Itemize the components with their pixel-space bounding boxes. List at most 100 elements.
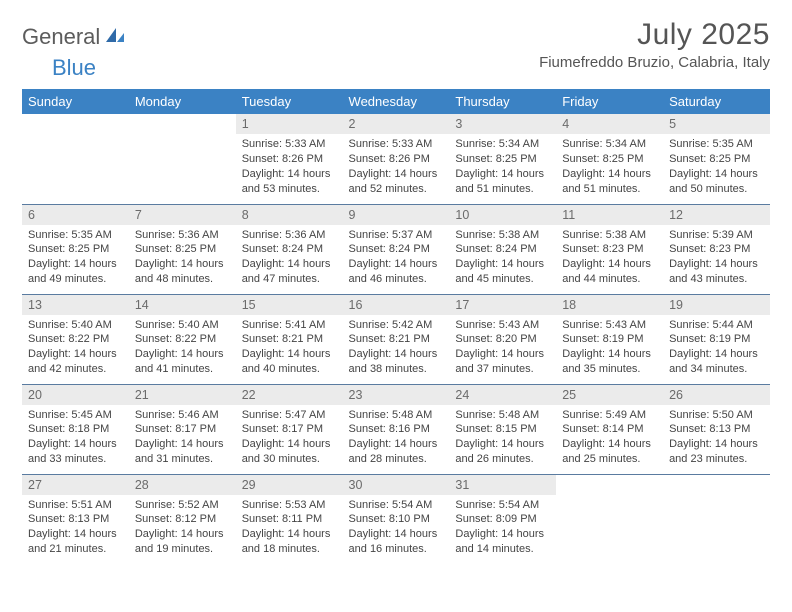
day-number: 7: [129, 205, 236, 225]
day-number: 2: [343, 114, 450, 134]
calendar-day-cell: 18Sunrise: 5:43 AMSunset: 8:19 PMDayligh…: [556, 294, 663, 384]
weekday-header: Tuesday: [236, 89, 343, 114]
calendar-day-cell: [129, 114, 236, 204]
day-data: Sunrise: 5:48 AMSunset: 8:15 PMDaylight:…: [449, 405, 556, 473]
day-data: Sunrise: 5:54 AMSunset: 8:10 PMDaylight:…: [343, 495, 450, 563]
calendar-day-cell: 15Sunrise: 5:41 AMSunset: 8:21 PMDayligh…: [236, 294, 343, 384]
calendar-week-row: 1Sunrise: 5:33 AMSunset: 8:26 PMDaylight…: [22, 114, 770, 204]
calendar-day-cell: 28Sunrise: 5:52 AMSunset: 8:12 PMDayligh…: [129, 474, 236, 564]
day-data: Sunrise: 5:33 AMSunset: 8:26 PMDaylight:…: [236, 134, 343, 202]
calendar-day-cell: 12Sunrise: 5:39 AMSunset: 8:23 PMDayligh…: [663, 204, 770, 294]
day-data: Sunrise: 5:37 AMSunset: 8:24 PMDaylight:…: [343, 225, 450, 293]
calendar-day-cell: 4Sunrise: 5:34 AMSunset: 8:25 PMDaylight…: [556, 114, 663, 204]
day-number: 26: [663, 385, 770, 405]
day-number: 18: [556, 295, 663, 315]
calendar-day-cell: 10Sunrise: 5:38 AMSunset: 8:24 PMDayligh…: [449, 204, 556, 294]
calendar-day-cell: 27Sunrise: 5:51 AMSunset: 8:13 PMDayligh…: [22, 474, 129, 564]
day-number: 28: [129, 475, 236, 495]
brand-logo: General: [22, 18, 128, 50]
day-data: Sunrise: 5:50 AMSunset: 8:13 PMDaylight:…: [663, 405, 770, 473]
day-data: Sunrise: 5:35 AMSunset: 8:25 PMDaylight:…: [663, 134, 770, 202]
day-data: Sunrise: 5:42 AMSunset: 8:21 PMDaylight:…: [343, 315, 450, 383]
day-number: 22: [236, 385, 343, 405]
calendar-day-cell: [22, 114, 129, 204]
calendar-day-cell: 1Sunrise: 5:33 AMSunset: 8:26 PMDaylight…: [236, 114, 343, 204]
calendar-week-row: 20Sunrise: 5:45 AMSunset: 8:18 PMDayligh…: [22, 384, 770, 474]
calendar-day-cell: 21Sunrise: 5:46 AMSunset: 8:17 PMDayligh…: [129, 384, 236, 474]
day-data: Sunrise: 5:48 AMSunset: 8:16 PMDaylight:…: [343, 405, 450, 473]
calendar-day-cell: 25Sunrise: 5:49 AMSunset: 8:14 PMDayligh…: [556, 384, 663, 474]
calendar-day-cell: 26Sunrise: 5:50 AMSunset: 8:13 PMDayligh…: [663, 384, 770, 474]
location-subtitle: Fiumefreddo Bruzio, Calabria, Italy: [539, 54, 770, 71]
day-data: Sunrise: 5:53 AMSunset: 8:11 PMDaylight:…: [236, 495, 343, 563]
calendar-week-row: 6Sunrise: 5:35 AMSunset: 8:25 PMDaylight…: [22, 204, 770, 294]
day-data: Sunrise: 5:39 AMSunset: 8:23 PMDaylight:…: [663, 225, 770, 293]
day-data: Sunrise: 5:45 AMSunset: 8:18 PMDaylight:…: [22, 405, 129, 473]
brand-sail-icon: [104, 26, 126, 49]
calendar-day-cell: 30Sunrise: 5:54 AMSunset: 8:10 PMDayligh…: [343, 474, 450, 564]
day-data: Sunrise: 5:34 AMSunset: 8:25 PMDaylight:…: [449, 134, 556, 202]
day-data: Sunrise: 5:40 AMSunset: 8:22 PMDaylight:…: [129, 315, 236, 383]
day-data: Sunrise: 5:36 AMSunset: 8:25 PMDaylight:…: [129, 225, 236, 293]
day-number: 9: [343, 205, 450, 225]
calendar-day-cell: 6Sunrise: 5:35 AMSunset: 8:25 PMDaylight…: [22, 204, 129, 294]
day-number: 17: [449, 295, 556, 315]
weekday-header: Friday: [556, 89, 663, 114]
month-title: July 2025: [539, 18, 770, 52]
title-block: July 2025 Fiumefreddo Bruzio, Calabria, …: [539, 18, 770, 71]
day-data: Sunrise: 5:54 AMSunset: 8:09 PMDaylight:…: [449, 495, 556, 563]
calendar-day-cell: 9Sunrise: 5:37 AMSunset: 8:24 PMDaylight…: [343, 204, 450, 294]
calendar-day-cell: 14Sunrise: 5:40 AMSunset: 8:22 PMDayligh…: [129, 294, 236, 384]
calendar-day-cell: 22Sunrise: 5:47 AMSunset: 8:17 PMDayligh…: [236, 384, 343, 474]
brand-part1: General: [22, 24, 100, 50]
day-number: 11: [556, 205, 663, 225]
calendar-day-cell: 8Sunrise: 5:36 AMSunset: 8:24 PMDaylight…: [236, 204, 343, 294]
calendar-table: SundayMondayTuesdayWednesdayThursdayFrid…: [22, 89, 770, 564]
day-number: 24: [449, 385, 556, 405]
day-number: 27: [22, 475, 129, 495]
day-number: 14: [129, 295, 236, 315]
calendar-day-cell: [556, 474, 663, 564]
calendar-week-row: 13Sunrise: 5:40 AMSunset: 8:22 PMDayligh…: [22, 294, 770, 384]
day-number: 8: [236, 205, 343, 225]
page: General July 2025 Fiumefreddo Bruzio, Ca…: [0, 0, 792, 574]
calendar-day-cell: 11Sunrise: 5:38 AMSunset: 8:23 PMDayligh…: [556, 204, 663, 294]
day-number: 31: [449, 475, 556, 495]
day-data: Sunrise: 5:44 AMSunset: 8:19 PMDaylight:…: [663, 315, 770, 383]
day-data: Sunrise: 5:40 AMSunset: 8:22 PMDaylight:…: [22, 315, 129, 383]
day-number: 1: [236, 114, 343, 134]
calendar-day-cell: 31Sunrise: 5:54 AMSunset: 8:09 PMDayligh…: [449, 474, 556, 564]
calendar-day-cell: 19Sunrise: 5:44 AMSunset: 8:19 PMDayligh…: [663, 294, 770, 384]
calendar-day-cell: 24Sunrise: 5:48 AMSunset: 8:15 PMDayligh…: [449, 384, 556, 474]
day-number: 15: [236, 295, 343, 315]
day-number: 10: [449, 205, 556, 225]
day-number: 12: [663, 205, 770, 225]
weekday-header: Thursday: [449, 89, 556, 114]
day-data: Sunrise: 5:33 AMSunset: 8:26 PMDaylight:…: [343, 134, 450, 202]
weekday-header: Monday: [129, 89, 236, 114]
calendar-day-cell: [663, 474, 770, 564]
day-data: Sunrise: 5:49 AMSunset: 8:14 PMDaylight:…: [556, 405, 663, 473]
day-data: Sunrise: 5:46 AMSunset: 8:17 PMDaylight:…: [129, 405, 236, 473]
day-number: 16: [343, 295, 450, 315]
day-data: Sunrise: 5:43 AMSunset: 8:20 PMDaylight:…: [449, 315, 556, 383]
day-data: Sunrise: 5:41 AMSunset: 8:21 PMDaylight:…: [236, 315, 343, 383]
calendar-body: 1Sunrise: 5:33 AMSunset: 8:26 PMDaylight…: [22, 114, 770, 564]
day-number: 21: [129, 385, 236, 405]
calendar-day-cell: 20Sunrise: 5:45 AMSunset: 8:18 PMDayligh…: [22, 384, 129, 474]
weekday-header: Saturday: [663, 89, 770, 114]
weekday-header: Sunday: [22, 89, 129, 114]
calendar-day-cell: 16Sunrise: 5:42 AMSunset: 8:21 PMDayligh…: [343, 294, 450, 384]
calendar-day-cell: 7Sunrise: 5:36 AMSunset: 8:25 PMDaylight…: [129, 204, 236, 294]
day-number: 23: [343, 385, 450, 405]
brand-part2: Blue: [52, 55, 96, 80]
day-data: Sunrise: 5:34 AMSunset: 8:25 PMDaylight:…: [556, 134, 663, 202]
day-data: Sunrise: 5:38 AMSunset: 8:24 PMDaylight:…: [449, 225, 556, 293]
calendar-day-cell: 29Sunrise: 5:53 AMSunset: 8:11 PMDayligh…: [236, 474, 343, 564]
calendar-day-cell: 13Sunrise: 5:40 AMSunset: 8:22 PMDayligh…: [22, 294, 129, 384]
day-number: 4: [556, 114, 663, 134]
day-number: 13: [22, 295, 129, 315]
day-data: Sunrise: 5:35 AMSunset: 8:25 PMDaylight:…: [22, 225, 129, 293]
day-number: 29: [236, 475, 343, 495]
day-number: 6: [22, 205, 129, 225]
